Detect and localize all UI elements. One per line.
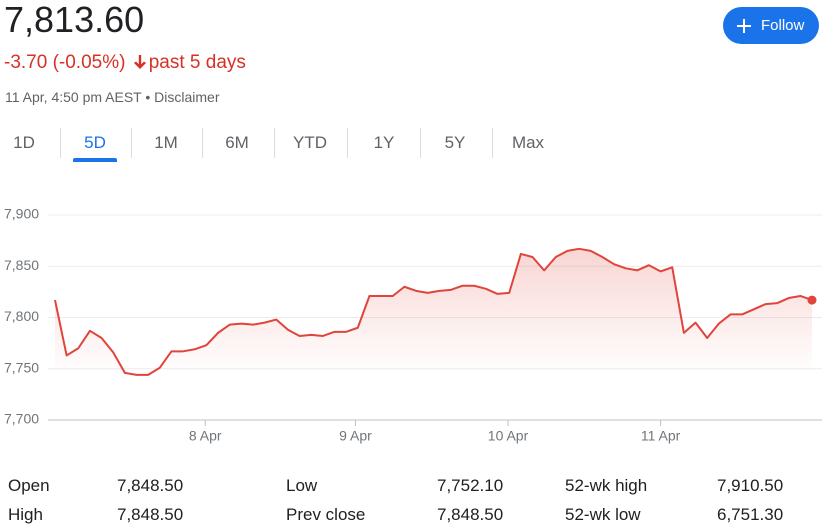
tab-underline <box>73 158 117 162</box>
tab[interactable]: YTD <box>293 133 327 152</box>
stat-value: 7,848.50 <box>117 505 184 524</box>
tab-separator <box>59 128 61 158</box>
disclaimer[interactable]: Disclaimer <box>154 89 220 105</box>
separator: • <box>145 89 151 105</box>
stat-label: Open <box>8 476 50 495</box>
stat-label: Low <box>286 476 318 495</box>
tab[interactable]: 1Y <box>373 133 395 152</box>
timestamp-line: 11 Apr, 4:50 pm AEST • Disclaimer <box>5 89 220 105</box>
tab[interactable]: 1M <box>154 133 178 152</box>
tab-separator <box>419 128 421 158</box>
tab-separator <box>130 128 132 158</box>
period: past 5 days <box>148 52 246 73</box>
stat-label: Prev close <box>286 505 366 524</box>
tab-separator <box>491 128 493 158</box>
stat-value: 7,848.50 <box>117 476 184 495</box>
price: 7,813.60 <box>4 0 145 40</box>
plus-icon <box>737 19 751 33</box>
x-tick-label: 11 Apr <box>641 428 681 444</box>
y-tick-label: 7,750 <box>4 359 39 375</box>
area <box>55 248 812 375</box>
y-tick-label: 7,850 <box>4 257 39 273</box>
y-tick-label: 7,900 <box>4 206 39 222</box>
x-tick-label: 8 Apr <box>189 428 222 444</box>
stat-value: 7,752.10 <box>437 476 504 495</box>
tab-separator <box>201 128 203 158</box>
stat-value: 7,910.50 <box>717 476 784 495</box>
tab[interactable]: 1D <box>13 133 35 152</box>
tab[interactable]: 6M <box>225 133 249 152</box>
x-tick-label: 10 Apr <box>488 428 529 444</box>
tab-separator <box>273 128 275 158</box>
change: -3.70 (-0.05%) <box>4 52 126 73</box>
tab[interactable]: 5D <box>84 133 106 152</box>
follow-button[interactable]: Follow <box>723 7 819 44</box>
stat-label: High <box>8 505 43 524</box>
follow-label: Follow <box>761 17 805 34</box>
timestamp: 11 Apr, 4:50 pm AEST <box>5 89 142 105</box>
price-line <box>54 247 813 376</box>
last-point <box>807 295 817 305</box>
tab-separator <box>347 128 348 158</box>
y-tick-label: 7,700 <box>4 411 39 427</box>
change-line: -3.70 (-0.05%) past 5 days <box>4 52 246 74</box>
stat-value: 6,751.30 <box>717 505 784 524</box>
stat-label: 52-wk low <box>565 505 641 524</box>
stat-label: 52-wk high <box>565 476 648 495</box>
y-tick-label: 7,800 <box>4 308 39 324</box>
x-tick-label: 9 Apr <box>339 428 372 444</box>
tab[interactable]: Max <box>511 133 545 152</box>
tab[interactable]: 5Y <box>444 133 466 152</box>
chart: 7,700 7,750 7,800 7,850 7,900 8 Apr 9 Apr 10 Ap… <box>4 206 822 444</box>
stat-value: 7,848.50 <box>437 505 504 524</box>
down-arrow <box>133 55 146 69</box>
